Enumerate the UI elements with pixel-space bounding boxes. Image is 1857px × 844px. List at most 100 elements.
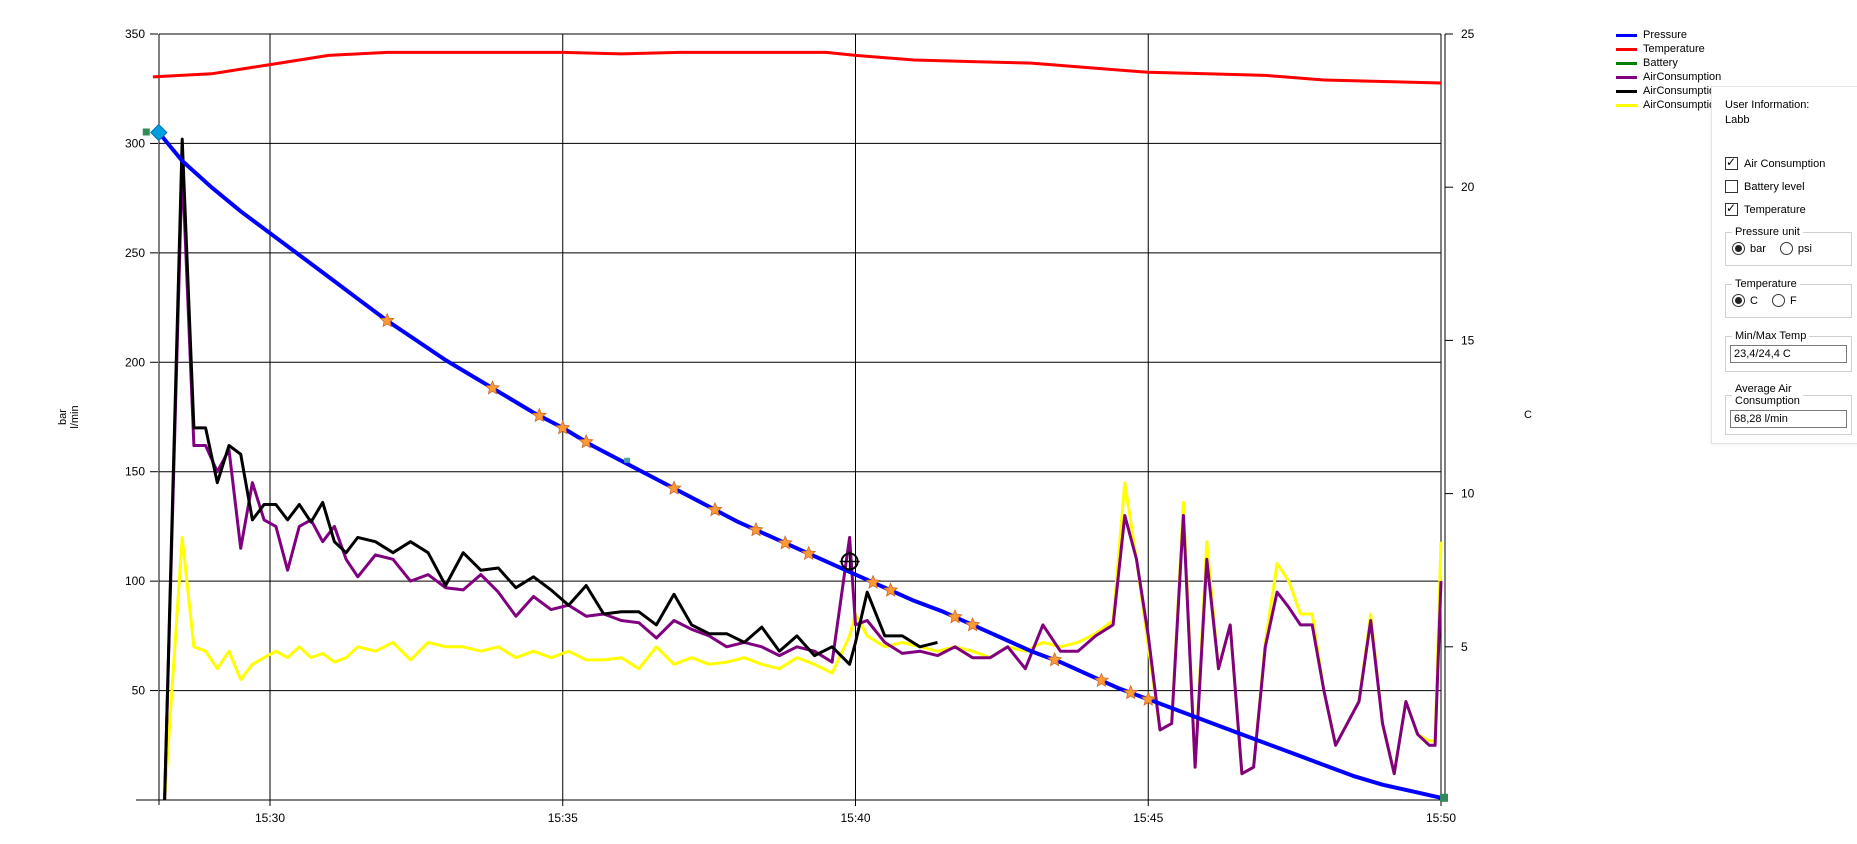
legend-label: Battery	[1643, 57, 1678, 69]
pressure-star-marker	[801, 545, 817, 561]
pressure-star-marker	[578, 433, 594, 449]
legend-swatch	[1616, 61, 1637, 65]
temp-f-label: F	[1789, 294, 1797, 307]
pressure-star-marker	[484, 380, 501, 395]
legend: Pressure Temperature Battery AirConsumption…	[1616, 28, 1721, 112]
pressure-star-marker	[1140, 691, 1156, 706]
min-max-temp-title: Min/Max Temp	[1735, 330, 1807, 342]
series-line-airconsumption-3	[163, 137, 938, 801]
pressure-star-marker	[748, 521, 764, 537]
average-air-consumption-group: Average Air Consumption 68,28 l/min	[1725, 383, 1852, 435]
pressure-star-marker	[1046, 651, 1063, 667]
y-left-tick-label: 100	[125, 574, 145, 588]
legend-swatch	[1616, 89, 1637, 93]
right-axis-label: C	[1524, 409, 1532, 421]
pressure-psi-radio[interactable]	[1779, 242, 1793, 255]
temperature-label: Temperature	[1744, 203, 1806, 216]
battery-end-marker	[1440, 793, 1448, 802]
x-tick-label: 15:35	[548, 811, 578, 825]
average-air-consumption-field[interactable]: 68,28 l/min	[1730, 410, 1847, 428]
series-line-temperature-1	[152, 50, 1442, 85]
battery-start-marker	[142, 128, 150, 136]
y-left-tick-label: 350	[125, 27, 145, 41]
pressure-bar-label: bar	[1750, 242, 1766, 255]
y-right-tick-label: 10	[1461, 487, 1475, 501]
y-left-tick-label: 150	[125, 465, 145, 479]
options-panel: User Information: Labb Air Consumption B…	[1711, 86, 1857, 444]
legend-label: Temperature	[1643, 43, 1705, 55]
series-line-pressure-0	[157, 131, 1442, 800]
average-air-consumption-title: Average Air Consumption	[1732, 383, 1803, 407]
pressure-star-marker	[777, 535, 793, 550]
air-consumption-check-box[interactable]	[1725, 155, 1738, 170]
battery-level-checkbox[interactable]: Battery level	[1725, 180, 1805, 193]
legend-item: AirConsumption	[1616, 98, 1721, 112]
legend-item: Pressure	[1616, 28, 1721, 42]
user-info-label: User Information:	[1725, 99, 1810, 111]
user-information: User Information: Labb	[1725, 98, 1809, 128]
legend-swatch	[1616, 75, 1637, 79]
y-left-label-line1: bar	[57, 409, 69, 425]
pressure-star-marker	[379, 312, 395, 328]
y-right-tick-label: 15	[1461, 333, 1475, 347]
y-left-tick-label: 50	[132, 684, 146, 698]
min-max-temp-field[interactable]: 23,4/24,4 C	[1730, 345, 1847, 363]
y-right-tick-label: 25	[1461, 27, 1475, 41]
pressure-star-marker	[883, 582, 899, 597]
pressure-star-marker	[1123, 684, 1139, 700]
legend-item: AirConsumption	[1616, 70, 1721, 84]
pressure-bar-radio[interactable]	[1732, 242, 1745, 255]
y-left-tick-label: 200	[125, 355, 145, 369]
air-consumption-checkbox[interactable]: Air Consumption	[1725, 155, 1826, 170]
temp-f-radio[interactable]	[1771, 294, 1785, 307]
pressure-star-marker	[555, 419, 571, 435]
temperature-checkbox[interactable]: Temperature	[1725, 201, 1806, 216]
y-left-label-line2: l/min	[69, 405, 81, 428]
legend-label: AirConsumption	[1643, 99, 1722, 111]
pressure-small-marker	[624, 457, 631, 463]
legend-swatch	[1616, 47, 1637, 51]
pressure-star-marker	[1093, 672, 1110, 688]
legend-label: AirConsumption	[1643, 85, 1722, 97]
pressure-star-marker	[666, 480, 682, 495]
min-max-temp-group: Min/Max Temp 23,4/24,4 C	[1725, 330, 1852, 372]
pressure-unit-group: Pressure unit bar psi	[1725, 226, 1852, 266]
x-tick-label: 15:50	[1426, 811, 1456, 825]
series-line-airconsumption-2	[163, 163, 1443, 801]
x-tick-label: 15:45	[1133, 811, 1163, 825]
avg-title-line2: Consumption	[1735, 395, 1800, 407]
legend-swatch	[1616, 103, 1637, 107]
pressure-star-marker	[531, 407, 547, 423]
temp-c-label: C	[1750, 294, 1758, 307]
temperature-unit-group: Temperature C F	[1725, 278, 1852, 318]
battery-level-label: Battery level	[1744, 180, 1805, 193]
pressure-star-marker	[964, 616, 981, 632]
series-line-airconsumption-4	[163, 481, 1443, 801]
user-info-value: Labb	[1725, 114, 1750, 126]
air-consumption-label: Air Consumption	[1744, 157, 1826, 170]
pressure-star-marker	[947, 608, 963, 624]
temp-c-radio[interactable]	[1732, 294, 1745, 307]
avg-title-line1: Average Air	[1735, 383, 1792, 395]
battery-level-check-box[interactable]	[1725, 180, 1738, 193]
pressure-unit-title: Pressure unit	[1735, 226, 1800, 238]
y-right-tick-label: 5	[1461, 640, 1468, 654]
y-right-tick-label: 20	[1461, 180, 1475, 194]
pressure-star-marker	[707, 501, 723, 517]
y-left-tick-label: 250	[125, 246, 145, 260]
x-tick-label: 15:30	[255, 811, 285, 825]
x-tick-label: 15:40	[840, 811, 870, 825]
legend-item: Battery	[1616, 56, 1721, 70]
legend-item: AirConsumption	[1616, 84, 1721, 98]
y-left-axis-label: bar l/min	[57, 405, 81, 428]
legend-label: Pressure	[1643, 29, 1688, 41]
temperature-unit-title: Temperature	[1735, 278, 1797, 290]
pressure-star-marker	[865, 574, 881, 589]
legend-swatch	[1616, 33, 1637, 37]
start-diamond-marker	[150, 123, 168, 142]
y-left-tick-label: 300	[125, 136, 145, 150]
pressure-psi-label: psi	[1797, 242, 1812, 255]
temperature-check-box[interactable]	[1725, 201, 1738, 216]
legend-item: Temperature	[1616, 42, 1721, 56]
